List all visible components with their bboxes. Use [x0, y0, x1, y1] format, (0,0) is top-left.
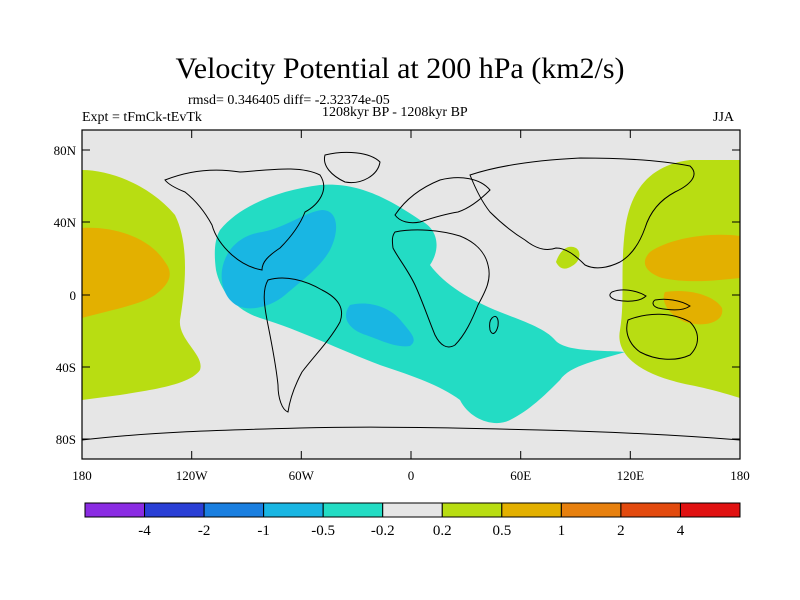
colorbar-label: -4 — [138, 523, 151, 539]
period-label: 1208kyr BP - 1208kyr BP — [322, 105, 468, 120]
colorbar-label: 4 — [677, 523, 685, 539]
chart-title: Velocity Potential at 200 hPa (km2/s) — [175, 52, 625, 85]
colorbar-swatch — [501, 502, 562, 518]
lat-tick-label: 80S — [56, 432, 76, 447]
longitude-axis: 180 120W 60W 0 60E 120E 180 — [72, 130, 750, 483]
latitude-axis: 80N 40N 0 40S 80S — [54, 143, 740, 447]
colorbar-swatch — [441, 502, 503, 518]
positive-core-east — [644, 234, 740, 282]
coastlines — [82, 151, 740, 441]
positive-patch-india — [556, 246, 580, 269]
colorbar-swatch — [84, 502, 146, 518]
positive-core-east-2 — [663, 290, 723, 325]
lat-tick-label: 0 — [70, 288, 77, 303]
colorbar-swatch — [382, 502, 443, 518]
colorbar-swatch — [263, 502, 324, 518]
expt-label: Expt = tFmCk-tEvTk — [82, 110, 202, 125]
lon-tick-label: 120E — [617, 468, 645, 483]
colorbar-label: -0.5 — [311, 523, 335, 539]
colorbar-label: 2 — [617, 523, 625, 539]
colorbar-label: -2 — [198, 523, 211, 539]
lat-tick-label: 40S — [56, 360, 76, 375]
colorbar-label: 0.5 — [492, 523, 511, 539]
colorbar-swatch — [322, 502, 384, 518]
lat-tick-label: 80N — [54, 143, 77, 158]
lon-tick-label: 60W — [289, 468, 315, 483]
colorbar-swatch — [679, 502, 741, 518]
negative-core-2 — [345, 303, 414, 347]
colorbar-swatch — [560, 502, 622, 518]
colorbar-label: -1 — [257, 523, 270, 539]
lon-tick-label: 180 — [730, 468, 750, 483]
colorbar-label: 0.2 — [433, 523, 452, 539]
colorbar-label: 1 — [558, 523, 566, 539]
lon-tick-label: 0 — [408, 468, 415, 483]
stats-line: rmsd= 0.346405 diff= -2.32374e-05 — [188, 93, 390, 108]
negative-core — [221, 210, 337, 309]
colorbar: -4 -2 -1 -0.5 -0.2 0.2 0.5 1 2 4 — [84, 502, 741, 539]
lon-tick-label: 60E — [510, 468, 531, 483]
season-label: JJA — [713, 110, 735, 125]
colorbar-swatch — [144, 502, 205, 518]
lon-tick-label: 120W — [176, 468, 209, 483]
map-area — [82, 130, 740, 459]
lat-tick-label: 40N — [54, 215, 77, 230]
colorbar-label: -0.2 — [371, 523, 395, 539]
lon-tick-label: 180 — [72, 468, 92, 483]
positive-core-west — [82, 227, 170, 318]
colorbar-swatch — [203, 502, 265, 518]
colorbar-swatch — [620, 502, 681, 518]
